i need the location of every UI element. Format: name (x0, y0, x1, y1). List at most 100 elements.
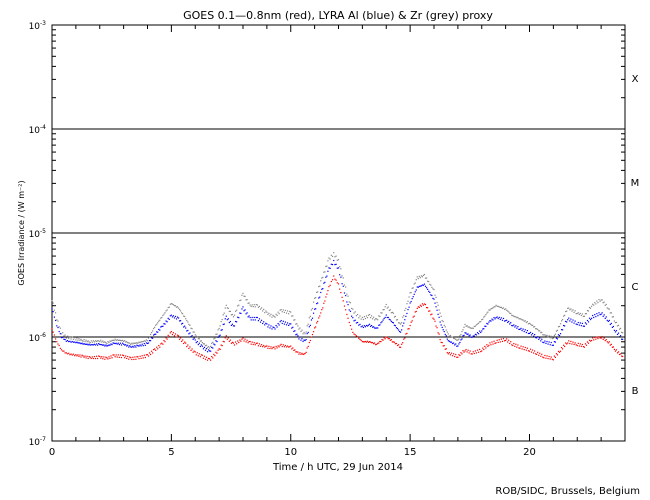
series-point (464, 332, 466, 334)
series-point (547, 343, 549, 345)
series-point (257, 345, 259, 347)
series-point (190, 327, 192, 329)
series-point (158, 320, 160, 322)
series-point (240, 312, 242, 315)
series-point (461, 353, 463, 355)
series-point (139, 341, 141, 344)
series-point (139, 344, 141, 346)
series-point (241, 294, 243, 296)
x-tick-label: 10 (284, 447, 297, 458)
series-point (289, 310, 291, 313)
series-point (570, 340, 572, 343)
series-point (328, 267, 330, 269)
series-point (253, 304, 255, 306)
series-point (173, 305, 176, 307)
series-trace (51, 259, 624, 353)
series-point (441, 319, 443, 322)
series-point (60, 337, 63, 339)
series-point (226, 319, 228, 321)
series-point (308, 341, 310, 344)
series-point (512, 344, 514, 347)
series-point (86, 341, 88, 343)
series-point (251, 304, 253, 306)
series-point (317, 302, 319, 304)
series-point (182, 339, 184, 341)
series-point (524, 346, 526, 349)
series-point (385, 303, 387, 306)
series-point (502, 317, 505, 320)
series-point (454, 355, 456, 358)
series-point (520, 318, 522, 320)
series-point (84, 340, 86, 343)
series-point (370, 342, 373, 344)
series-point (63, 350, 65, 352)
series-point (245, 341, 247, 343)
series-point (304, 352, 306, 355)
series-point (364, 317, 367, 320)
series-point (171, 316, 173, 318)
series-point (457, 339, 459, 341)
series-point (346, 293, 348, 295)
series-point (302, 353, 304, 356)
series-point (585, 313, 588, 315)
series-point (567, 307, 569, 309)
series-point (259, 345, 262, 347)
series-point (352, 308, 354, 310)
series-point (355, 322, 358, 324)
series-point (365, 341, 368, 343)
series-point (274, 316, 276, 318)
series-point (119, 342, 122, 344)
series-point (224, 337, 226, 339)
series-point (246, 299, 248, 301)
series-point (168, 318, 170, 321)
series-point (596, 336, 598, 338)
series-point (213, 343, 215, 345)
series-point (445, 329, 447, 331)
series-point (231, 313, 234, 316)
series-point (136, 344, 138, 346)
series-point (608, 308, 610, 310)
series-point (132, 356, 134, 358)
series-point (494, 306, 496, 308)
series-point (162, 325, 164, 327)
series-point (556, 329, 559, 331)
series-point (528, 350, 531, 352)
series-point (80, 343, 82, 345)
y-tick-label: 10-3 (29, 20, 47, 32)
series-point (471, 353, 473, 355)
series-point (259, 308, 262, 310)
series-point (234, 320, 237, 323)
series-point (231, 341, 234, 343)
series-point (411, 320, 413, 322)
series-point (497, 341, 499, 343)
series-point (189, 324, 191, 326)
series-point (108, 356, 110, 358)
series-point (52, 311, 54, 313)
series-point (523, 330, 525, 333)
series-point (272, 326, 274, 328)
series-point (221, 345, 223, 347)
series-point (384, 338, 386, 340)
series-point (530, 324, 533, 326)
series-point (439, 312, 441, 314)
series-point (161, 342, 163, 344)
series-point (519, 328, 521, 331)
series-point (126, 357, 128, 360)
series-point (442, 320, 444, 323)
series-point (337, 259, 340, 261)
series-point (390, 339, 392, 341)
series-point (330, 254, 332, 256)
series-point (415, 289, 417, 291)
series-point (280, 319, 282, 322)
series-point (362, 341, 364, 343)
series-point (56, 341, 58, 343)
series-point (105, 344, 107, 346)
series-point (469, 334, 471, 336)
series-point (196, 340, 198, 343)
series-point (375, 344, 377, 346)
series-point (451, 336, 454, 338)
series-point (307, 323, 309, 325)
series-point (598, 336, 600, 338)
series-point (444, 326, 446, 328)
series-point (602, 302, 604, 304)
